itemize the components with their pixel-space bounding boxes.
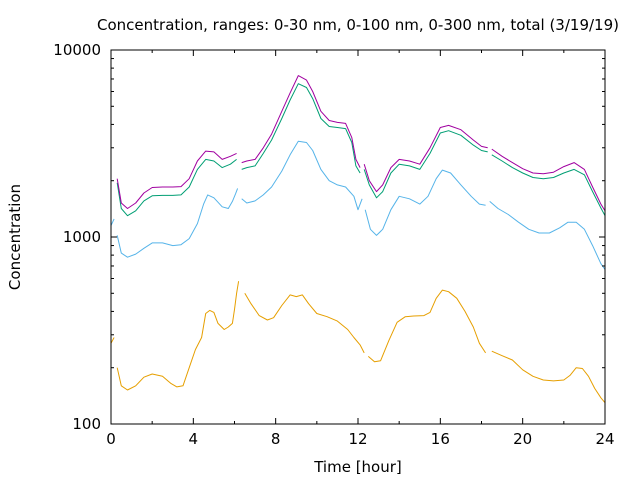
- series-line: [110, 218, 115, 226]
- y-axis-label: Concentration: [6, 184, 24, 290]
- series-line: [241, 83, 361, 174]
- y-tick-label: 10000: [53, 41, 101, 59]
- series-line: [116, 158, 237, 217]
- x-tick-label: 24: [595, 430, 614, 448]
- x-tick-label: 4: [189, 430, 199, 448]
- series-2: [110, 140, 606, 270]
- series-line: [363, 130, 488, 199]
- series-line: [116, 150, 237, 209]
- y-tick-label: 100: [72, 415, 101, 433]
- series-line: [241, 75, 361, 168]
- chart-title: Concentration, ranges: 0-30 nm, 0-100 nm…: [97, 16, 619, 34]
- series-line: [491, 350, 606, 404]
- y-tick-label: 1000: [63, 228, 101, 246]
- axis-layer: 0 4 8 12 16 20 24 100 1000 10000: [53, 41, 614, 448]
- x-tick-label: 20: [513, 430, 532, 448]
- x-tick-label: 16: [431, 430, 450, 448]
- series-line: [489, 201, 606, 270]
- series-line: [491, 154, 606, 216]
- series-1: [110, 281, 606, 404]
- series-line: [241, 140, 363, 211]
- series-line: [116, 281, 240, 391]
- x-tick-label: 12: [348, 430, 367, 448]
- x-axis-label: Time [hour]: [313, 458, 402, 476]
- x-tick-label: 8: [271, 430, 281, 448]
- series-line: [244, 293, 365, 354]
- series-line: [110, 337, 115, 344]
- series-layer: [110, 75, 606, 404]
- series-line: [116, 188, 239, 258]
- series-line: [367, 289, 487, 363]
- series-line: [364, 169, 486, 236]
- plot-frame: [110, 49, 606, 425]
- series-line: [491, 148, 606, 212]
- x-tick-label: 0: [106, 430, 116, 448]
- series-4: [116, 75, 606, 212]
- series-3: [116, 83, 606, 217]
- series-line: [363, 124, 488, 193]
